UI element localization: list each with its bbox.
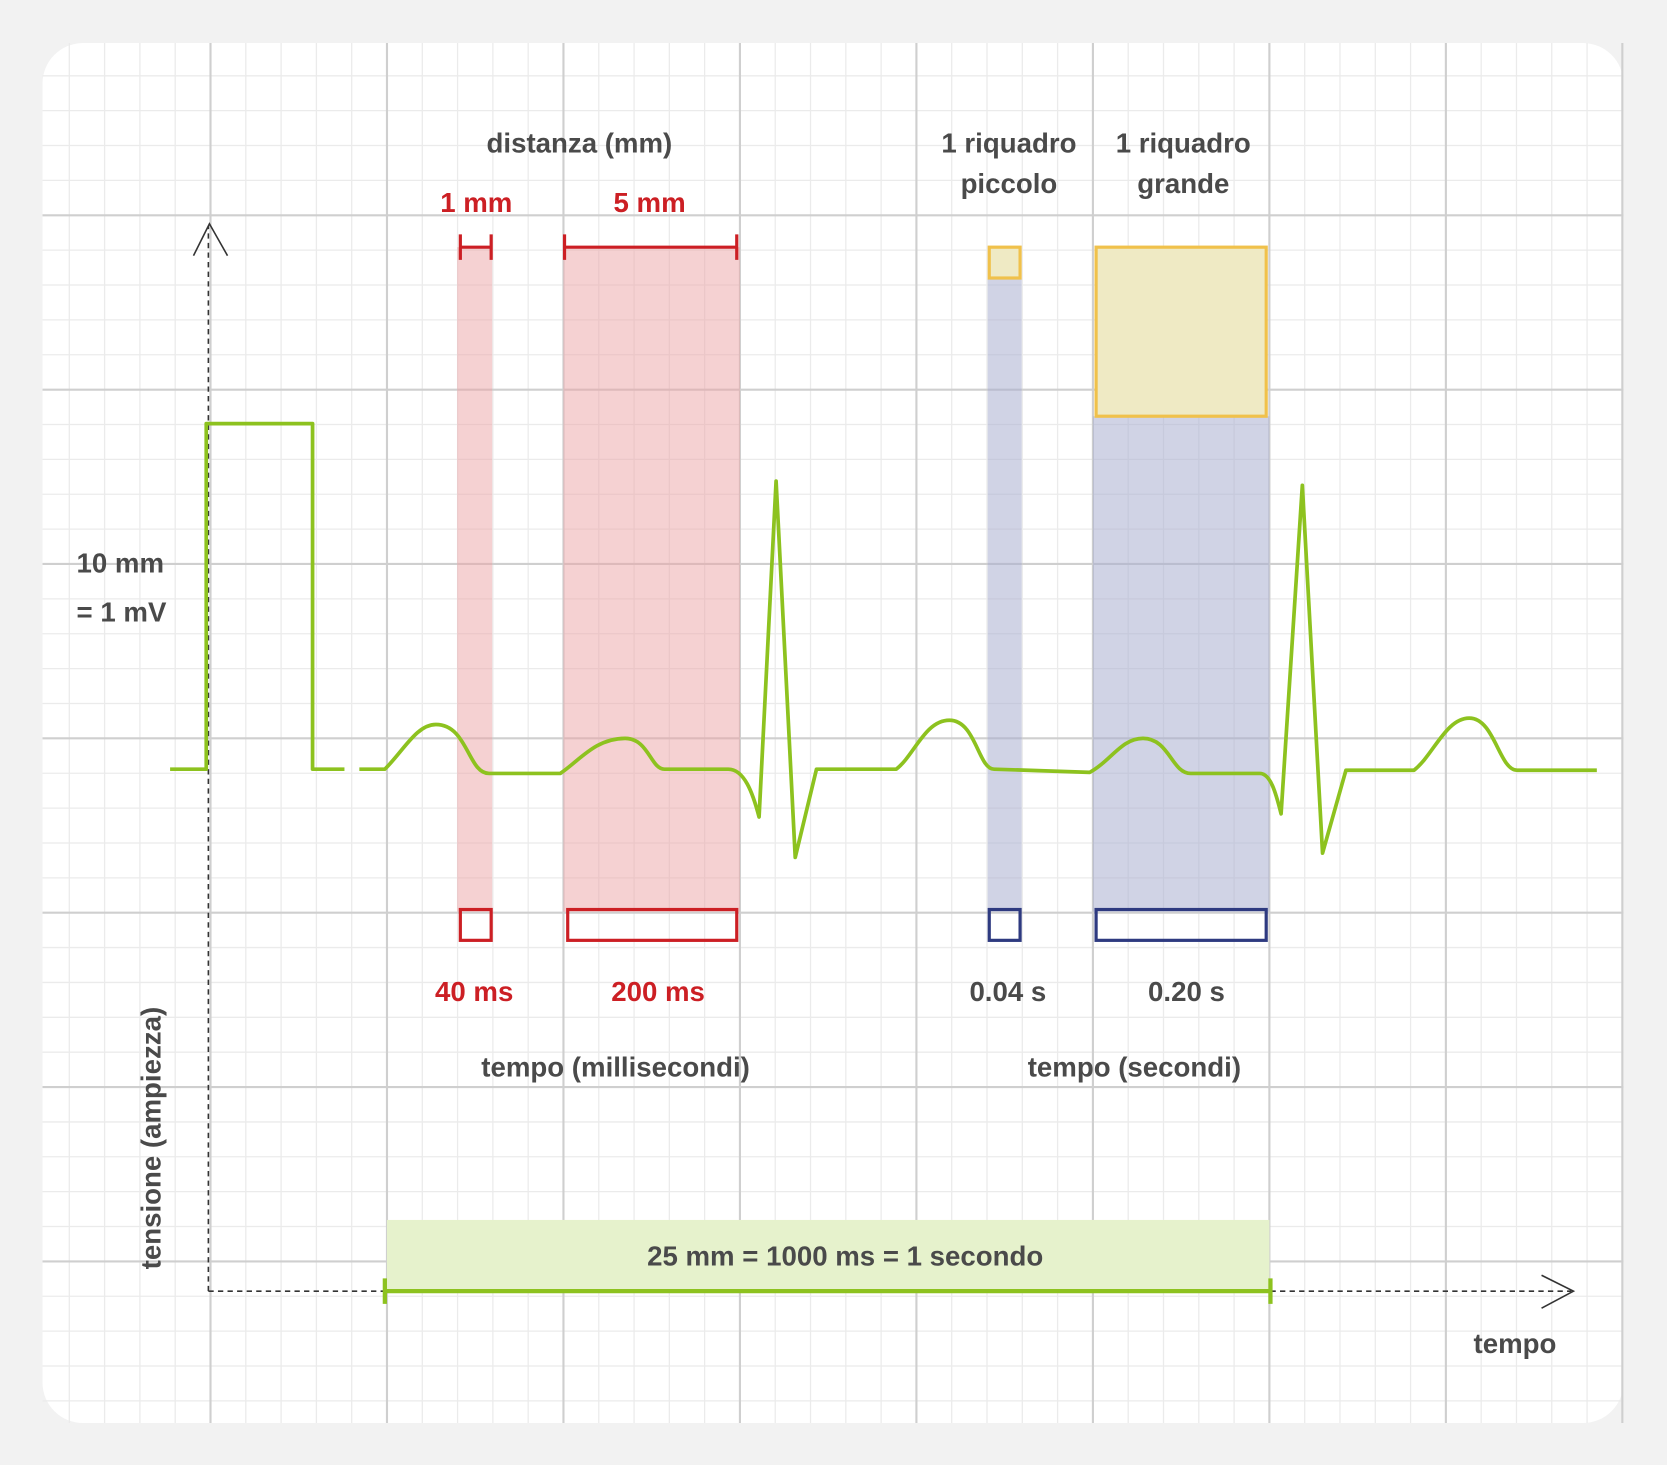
bracket-1mm xyxy=(458,234,493,260)
label-40ms: 40 ms xyxy=(435,976,513,1007)
large-box-highlight xyxy=(1094,245,1268,418)
x-axis-arrow-icon xyxy=(1541,1274,1576,1309)
y-axis-label: tensione (ampiezza) xyxy=(136,1007,167,1270)
x-axis-label: tempo xyxy=(1474,1328,1557,1359)
one-second-band xyxy=(386,1219,1270,1291)
distance-title: distanza (mm) xyxy=(487,128,673,159)
label-5mm: 5 mm xyxy=(613,187,685,218)
box-40ms xyxy=(458,907,493,942)
small-box-title-2: piccolo xyxy=(961,168,1058,199)
large-box-title-1: 1 riquadro xyxy=(1116,128,1251,159)
major-grid xyxy=(42,43,1624,1424)
large-box-title-2: grande xyxy=(1137,168,1229,199)
label-004s: 0.04 s xyxy=(969,976,1046,1007)
time-ms-title: tempo (millisecondi) xyxy=(481,1051,750,1082)
calibration-label-1: 10 mm xyxy=(77,547,165,578)
one-second-bar xyxy=(382,1278,1273,1304)
bracket-5mm xyxy=(562,234,739,260)
small-box-title-1: 1 riquadro xyxy=(941,128,1076,159)
band-1mm xyxy=(457,247,493,912)
label-1mm: 1 mm xyxy=(440,187,512,218)
band-large-box xyxy=(1092,416,1270,912)
y-axis-arrow-icon xyxy=(192,222,229,257)
small-box-highlight xyxy=(987,245,1022,280)
box-020s xyxy=(1094,907,1268,942)
box-200ms xyxy=(566,907,739,942)
time-s-title: tempo (secondi) xyxy=(1028,1051,1241,1082)
calibration-label-2: = 1 mV xyxy=(77,596,167,627)
box-004s xyxy=(987,907,1022,942)
label-020s: 0.20 s xyxy=(1148,976,1225,1007)
band-5mm xyxy=(563,247,740,912)
ecg-trace xyxy=(170,421,1597,860)
one-second-label: 25 mm = 1000 ms = 1 secondo xyxy=(647,1241,1043,1272)
band-small-box xyxy=(987,279,1022,912)
label-200ms: 200 ms xyxy=(611,976,705,1007)
